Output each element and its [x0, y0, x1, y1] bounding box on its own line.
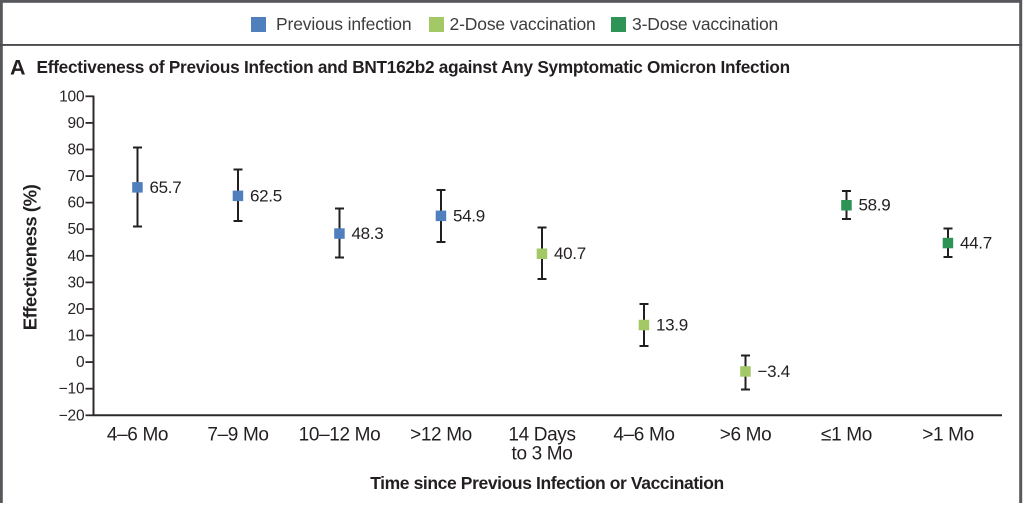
svg-text:7–9 Mo: 7–9 Mo	[207, 424, 268, 445]
svg-text:Previous infection: Previous infection	[276, 14, 411, 34]
svg-text:90: 90	[68, 115, 85, 132]
svg-text:40.7: 40.7	[554, 244, 586, 263]
svg-text:58.9: 58.9	[859, 196, 891, 215]
svg-text:Effectiveness (%): Effectiveness (%)	[20, 184, 41, 330]
svg-text:>1 Mo: >1 Mo	[922, 424, 974, 445]
svg-text:62.5: 62.5	[250, 186, 282, 205]
svg-text:14 Days: 14 Days	[508, 424, 575, 445]
svg-text:30: 30	[68, 274, 85, 291]
svg-text:60: 60	[68, 195, 85, 212]
svg-text:20: 20	[68, 301, 85, 318]
svg-text:54.9: 54.9	[453, 206, 485, 225]
svg-text:≤1 Mo: ≤1 Mo	[821, 424, 872, 445]
svg-text:100: 100	[59, 88, 85, 105]
svg-text:80: 80	[68, 142, 85, 159]
svg-text:Time since Previous Infection: Time since Previous Infection or Vaccina…	[370, 473, 724, 493]
svg-text:>12 Mo: >12 Mo	[410, 424, 472, 445]
svg-text:4–6 Mo: 4–6 Mo	[613, 424, 674, 445]
svg-text:40: 40	[68, 248, 85, 265]
svg-text:4–6 Mo: 4–6 Mo	[107, 424, 168, 445]
svg-text:−3.4: −3.4	[758, 362, 790, 381]
svg-text:65.7: 65.7	[150, 178, 182, 197]
svg-text:13.9: 13.9	[656, 316, 688, 335]
svg-text:Effectiveness of Previous Infe: Effectiveness of Previous Infection and …	[37, 57, 790, 77]
svg-text:50: 50	[68, 221, 85, 238]
svg-text:10: 10	[68, 328, 85, 345]
svg-text:48.3: 48.3	[352, 224, 384, 243]
svg-text:44.7: 44.7	[960, 234, 992, 253]
svg-text:2-Dose vaccination: 2-Dose vaccination	[450, 14, 596, 34]
svg-text:to 3 Mo: to 3 Mo	[512, 443, 573, 464]
svg-text:10–12 Mo: 10–12 Mo	[299, 424, 381, 445]
svg-text:−20: −20	[59, 407, 85, 424]
svg-text:3-Dose vaccination: 3-Dose vaccination	[632, 14, 778, 34]
svg-text:>6 Mo: >6 Mo	[720, 424, 772, 445]
svg-text:A: A	[10, 56, 26, 80]
svg-text:−10: −10	[59, 381, 85, 398]
svg-text:0: 0	[76, 354, 85, 371]
svg-text:70: 70	[68, 168, 85, 185]
